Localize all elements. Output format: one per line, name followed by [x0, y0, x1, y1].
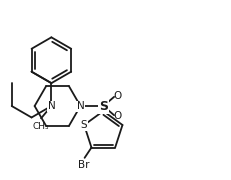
Text: O: O	[113, 91, 122, 101]
Text: CH₃: CH₃	[33, 122, 49, 131]
Text: N: N	[76, 101, 84, 111]
Text: S: S	[99, 100, 108, 112]
Text: N: N	[48, 101, 55, 111]
Text: O: O	[113, 111, 122, 121]
Text: Br: Br	[78, 160, 89, 170]
Text: S: S	[81, 120, 88, 130]
